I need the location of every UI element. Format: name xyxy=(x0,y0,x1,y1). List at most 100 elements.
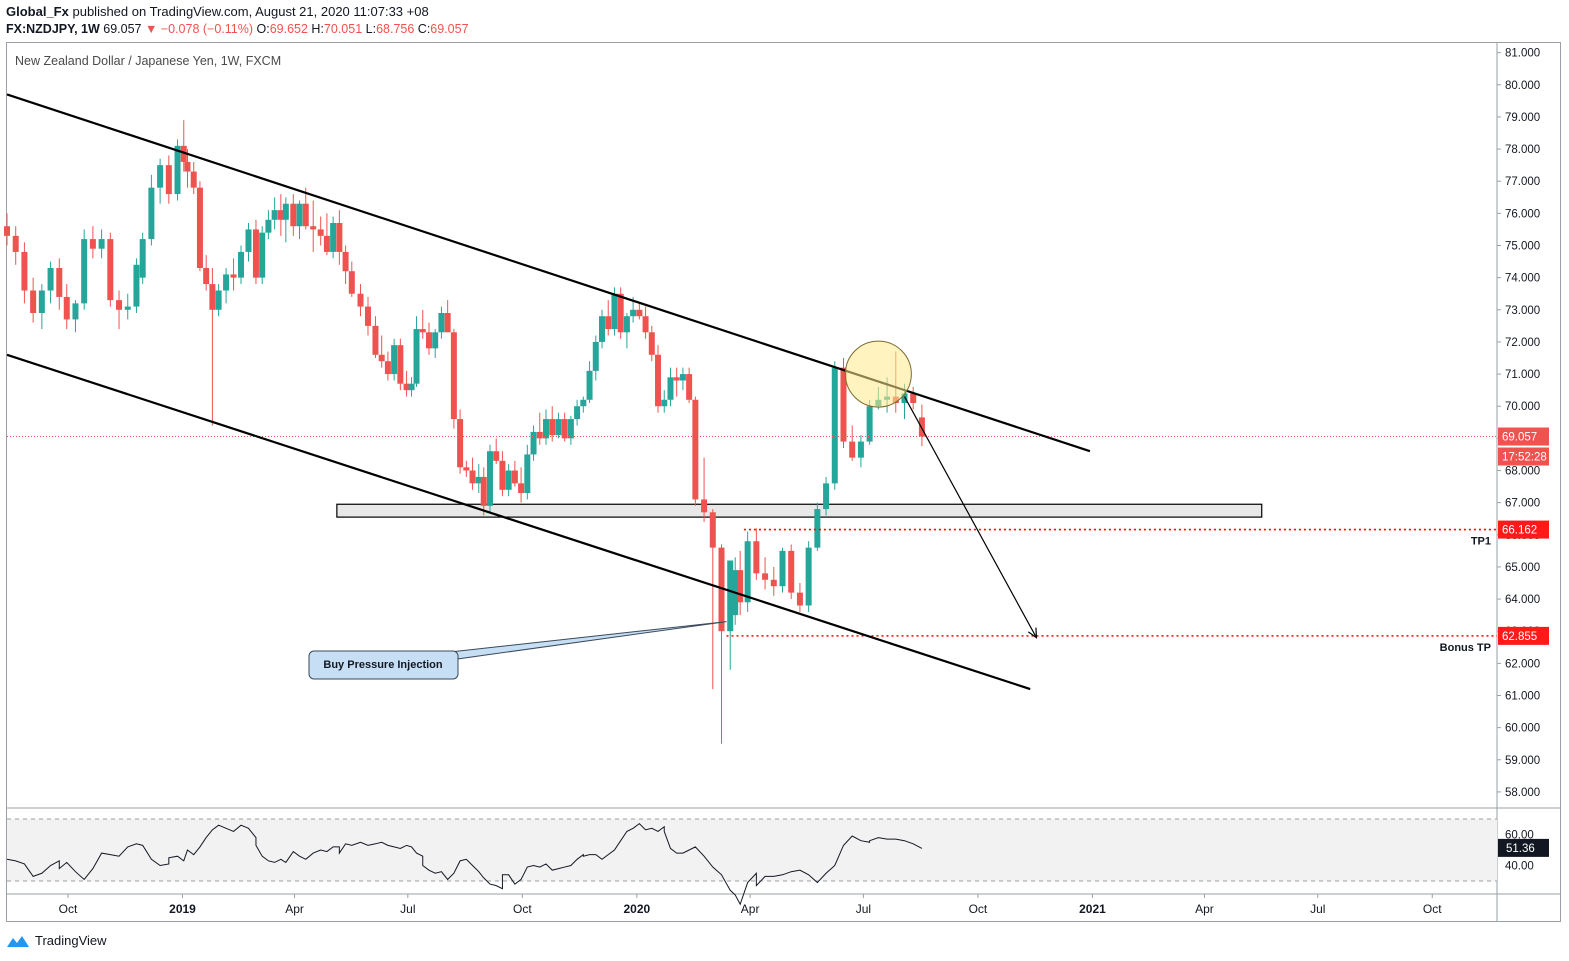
callout-box[interactable] xyxy=(308,650,459,680)
candle-body[interactable] xyxy=(918,417,925,437)
candle-body[interactable] xyxy=(831,367,838,484)
candle-body[interactable] xyxy=(209,284,216,310)
candle-body[interactable] xyxy=(184,161,191,172)
candle-body[interactable] xyxy=(342,251,349,272)
candle-body[interactable] xyxy=(814,509,821,548)
candle-body[interactable] xyxy=(823,483,830,510)
candle-body[interactable] xyxy=(475,476,482,484)
candle-body[interactable] xyxy=(642,316,649,333)
candle-body[interactable] xyxy=(511,470,518,484)
candle-body[interactable] xyxy=(592,341,599,371)
candle-body[interactable] xyxy=(296,203,303,227)
candle-body[interactable] xyxy=(457,419,464,468)
candle-body[interactable] xyxy=(901,393,908,403)
candle-body[interactable] xyxy=(555,419,562,436)
candle-body[interactable] xyxy=(323,235,330,252)
candle-body[interactable] xyxy=(636,309,643,317)
candle-body[interactable] xyxy=(686,374,693,400)
candle-body[interactable] xyxy=(215,290,222,310)
candle-body[interactable] xyxy=(157,165,164,188)
candle-body[interactable] xyxy=(744,541,751,603)
candle-body[interactable] xyxy=(574,406,581,420)
candle-body[interactable] xyxy=(463,467,470,471)
candle-body[interactable] xyxy=(630,309,637,317)
candle-body[interactable] xyxy=(271,210,278,220)
candle-body[interactable] xyxy=(391,345,398,375)
candle-body[interactable] xyxy=(317,229,324,236)
candle-body[interactable] xyxy=(432,332,439,349)
candle-body[interactable] xyxy=(63,296,70,320)
publisher-name[interactable]: Global_Fx xyxy=(6,4,69,19)
candle-body[interactable] xyxy=(165,165,172,195)
highlight-circle[interactable] xyxy=(844,340,912,408)
candle-body[interactable] xyxy=(493,451,500,461)
candle-body[interactable] xyxy=(840,367,847,442)
candle-body[interactable] xyxy=(701,499,708,513)
candle-body[interactable] xyxy=(403,383,410,391)
candle-body[interactable] xyxy=(611,293,618,330)
candle-body[interactable] xyxy=(673,377,680,381)
candle-body[interactable] xyxy=(116,300,123,310)
candle-body[interactable] xyxy=(536,431,543,439)
candle-body[interactable] xyxy=(679,374,686,381)
candle-body[interactable] xyxy=(30,290,37,314)
candle-body[interactable] xyxy=(282,203,289,220)
candle-body[interactable] xyxy=(617,293,624,333)
candle-body[interactable] xyxy=(524,454,531,493)
candle-body[interactable] xyxy=(444,313,451,333)
projection-arrow-line[interactable] xyxy=(903,396,1037,638)
candle-body[interactable] xyxy=(259,232,266,278)
candle-body[interactable] xyxy=(277,210,284,220)
candle-body[interactable] xyxy=(265,219,272,233)
candle-body[interactable] xyxy=(438,313,445,333)
candle-body[interactable] xyxy=(408,383,415,391)
channel-top-line[interactable] xyxy=(6,93,1091,453)
candle-body[interactable] xyxy=(419,329,426,333)
candle-body[interactable] xyxy=(56,268,63,297)
channel-bottom-line[interactable] xyxy=(6,353,1031,691)
candle-body[interactable] xyxy=(692,399,699,500)
candle-body[interactable] xyxy=(223,274,230,291)
candle-body[interactable] xyxy=(586,370,593,400)
candle-body[interactable] xyxy=(290,203,297,227)
candle-body[interactable] xyxy=(709,512,716,548)
support-zone[interactable] xyxy=(336,503,1263,518)
candle-body[interactable] xyxy=(310,226,317,230)
candle-body[interactable] xyxy=(196,187,203,268)
candle-body[interactable] xyxy=(518,483,525,493)
candle-body[interactable] xyxy=(480,476,487,506)
candle-body[interactable] xyxy=(348,271,355,294)
candle-body[interactable] xyxy=(47,268,54,291)
candle-body[interactable] xyxy=(549,419,556,436)
rsi-line[interactable] xyxy=(6,822,923,906)
candle-body[interactable] xyxy=(737,570,744,603)
candle-body[interactable] xyxy=(469,470,476,484)
candle-body[interactable] xyxy=(779,550,786,587)
candle-body[interactable] xyxy=(139,239,146,278)
candle-body[interactable] xyxy=(499,460,506,490)
candle-body[interactable] xyxy=(580,399,587,407)
candle-body[interactable] xyxy=(450,332,457,420)
candle-body[interactable] xyxy=(505,470,512,490)
candle-body[interactable] xyxy=(384,361,391,375)
candle-body[interactable] xyxy=(252,229,259,278)
candle-body[interactable] xyxy=(372,325,379,355)
candle-body[interactable] xyxy=(21,251,28,291)
candle-body[interactable] xyxy=(98,239,105,249)
candle-body[interactable] xyxy=(378,354,385,362)
candle-body[interactable] xyxy=(770,579,777,587)
candle-body[interactable] xyxy=(788,550,795,593)
candle-body[interactable] xyxy=(357,293,364,307)
candle-body[interactable] xyxy=(910,393,917,403)
candle-body[interactable] xyxy=(302,203,309,227)
candle-body[interactable] xyxy=(133,264,140,307)
candle-body[interactable] xyxy=(238,251,245,278)
candle-body[interactable] xyxy=(148,187,155,240)
candle-body[interactable] xyxy=(542,419,549,439)
candle-body[interactable] xyxy=(107,239,114,301)
candle-body[interactable] xyxy=(805,547,812,606)
footer-brand[interactable]: TradingView xyxy=(35,933,107,948)
candle-body[interactable] xyxy=(38,290,45,314)
candle-body[interactable] xyxy=(605,316,612,330)
candle-body[interactable] xyxy=(397,345,404,384)
